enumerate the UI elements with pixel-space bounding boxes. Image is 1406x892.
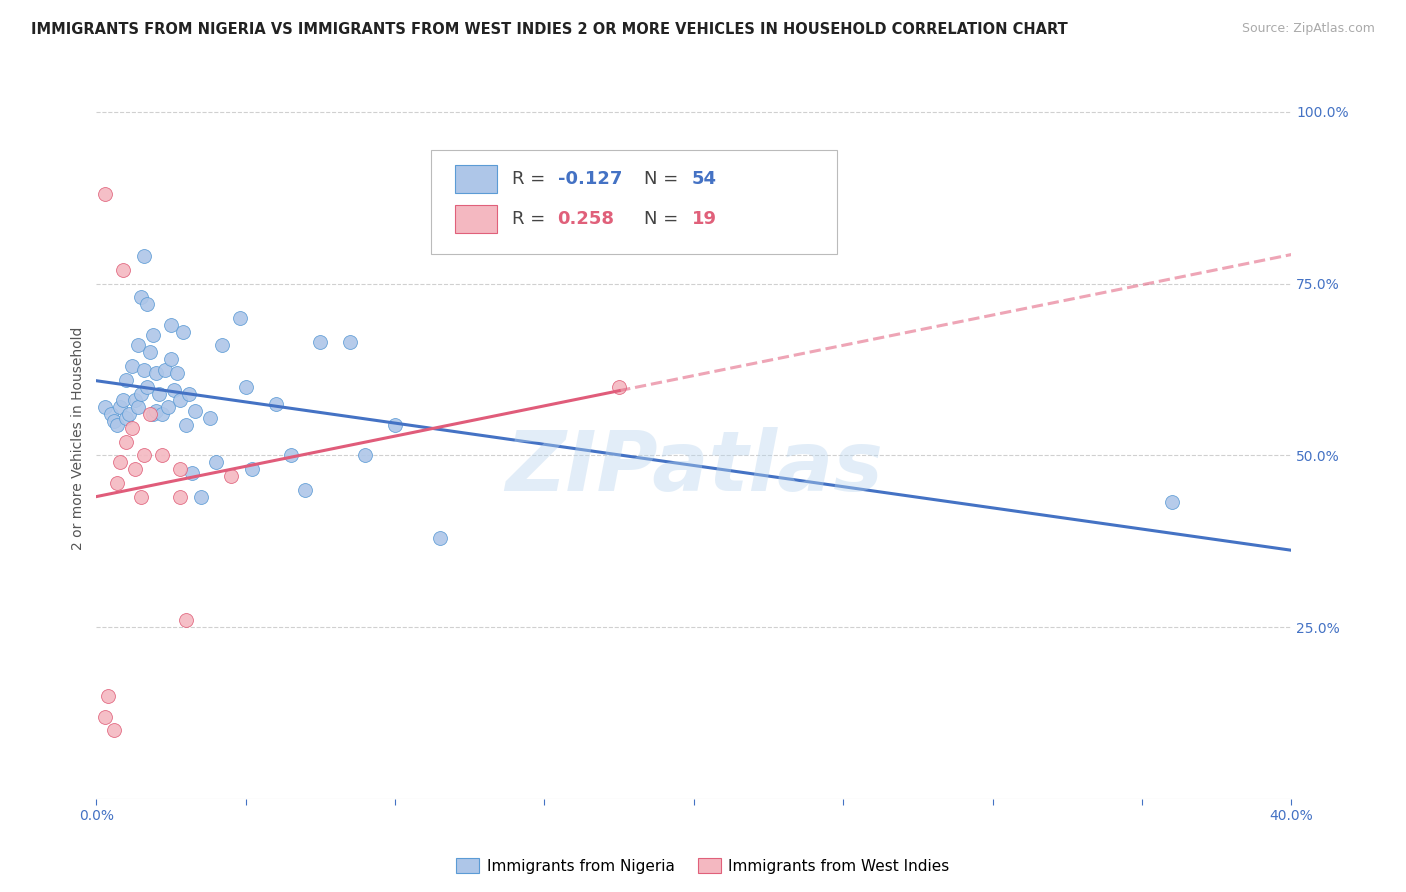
Point [205, 455, 228, 469]
Point [115, 410, 138, 425]
Point [198, 410, 221, 425]
Point [190, 490, 212, 504]
Point [184, 403, 207, 417]
Point [163, 383, 186, 397]
Point [142, 328, 165, 343]
Point [100, 407, 122, 421]
Point [280, 449, 302, 463]
Text: R =: R = [512, 210, 551, 227]
Point [240, 462, 263, 476]
Point [121, 421, 143, 435]
Point [339, 334, 361, 349]
Point [129, 386, 152, 401]
Point [105, 417, 128, 432]
Point [145, 366, 167, 380]
Point [129, 290, 152, 304]
Point [139, 407, 162, 421]
Point [429, 531, 451, 545]
Text: ZIPatlas: ZIPatlas [505, 426, 883, 508]
Point [103, 414, 125, 428]
Text: R =: R = [512, 170, 551, 188]
Point [169, 490, 191, 504]
Point [1160, 495, 1182, 509]
Point [150, 407, 173, 421]
Text: IMMIGRANTS FROM NIGERIA VS IMMIGRANTS FROM WEST INDIES 2 OR MORE VEHICLES IN HOU: IMMIGRANTS FROM NIGERIA VS IMMIGRANTS FR… [31, 22, 1067, 37]
Legend: Immigrants from Nigeria, Immigrants from West Indies: Immigrants from Nigeria, Immigrants from… [450, 852, 956, 880]
Point [354, 449, 377, 463]
Point [134, 449, 156, 463]
Point [110, 401, 132, 415]
Text: 19: 19 [692, 210, 717, 227]
Point [142, 407, 165, 421]
Point [136, 297, 159, 311]
Point [211, 338, 233, 352]
Point [129, 490, 152, 504]
Point [94, 187, 117, 202]
Point [103, 723, 125, 738]
Point [384, 417, 406, 432]
Point [607, 380, 630, 394]
Point [145, 403, 167, 417]
Point [97, 689, 120, 703]
Text: 54: 54 [692, 170, 717, 188]
Y-axis label: 2 or more Vehicles in Household: 2 or more Vehicles in Household [72, 326, 86, 550]
Point [174, 613, 197, 627]
Point [112, 393, 135, 408]
FancyBboxPatch shape [456, 166, 496, 193]
Point [118, 407, 141, 421]
Text: 0.258: 0.258 [558, 210, 614, 227]
Point [115, 434, 138, 449]
Point [174, 417, 197, 432]
Point [181, 466, 204, 480]
Point [136, 380, 159, 394]
Point [160, 318, 183, 332]
Point [177, 386, 200, 401]
Point [166, 366, 188, 380]
Point [134, 249, 156, 263]
Point [294, 483, 316, 497]
Point [264, 397, 287, 411]
Text: Source: ZipAtlas.com: Source: ZipAtlas.com [1241, 22, 1375, 36]
Point [169, 462, 191, 476]
Text: N =: N = [644, 210, 683, 227]
Point [160, 352, 183, 367]
Point [309, 334, 332, 349]
FancyBboxPatch shape [432, 150, 837, 254]
Point [127, 401, 149, 415]
Point [124, 462, 146, 476]
Point [139, 345, 162, 359]
Point [110, 455, 132, 469]
Point [229, 310, 252, 325]
Point [121, 359, 143, 373]
Text: -0.127: -0.127 [558, 170, 621, 188]
Point [172, 325, 194, 339]
Point [157, 401, 180, 415]
Point [94, 709, 117, 723]
Point [134, 362, 156, 376]
Point [169, 393, 191, 408]
Point [153, 362, 176, 376]
Point [127, 338, 149, 352]
Point [115, 373, 138, 387]
Point [105, 475, 128, 490]
Point [219, 469, 242, 483]
FancyBboxPatch shape [456, 205, 496, 233]
Point [112, 263, 135, 277]
Point [235, 380, 257, 394]
Point [94, 401, 117, 415]
Point [150, 449, 173, 463]
Point [124, 393, 146, 408]
Text: N =: N = [644, 170, 683, 188]
Point [148, 386, 170, 401]
